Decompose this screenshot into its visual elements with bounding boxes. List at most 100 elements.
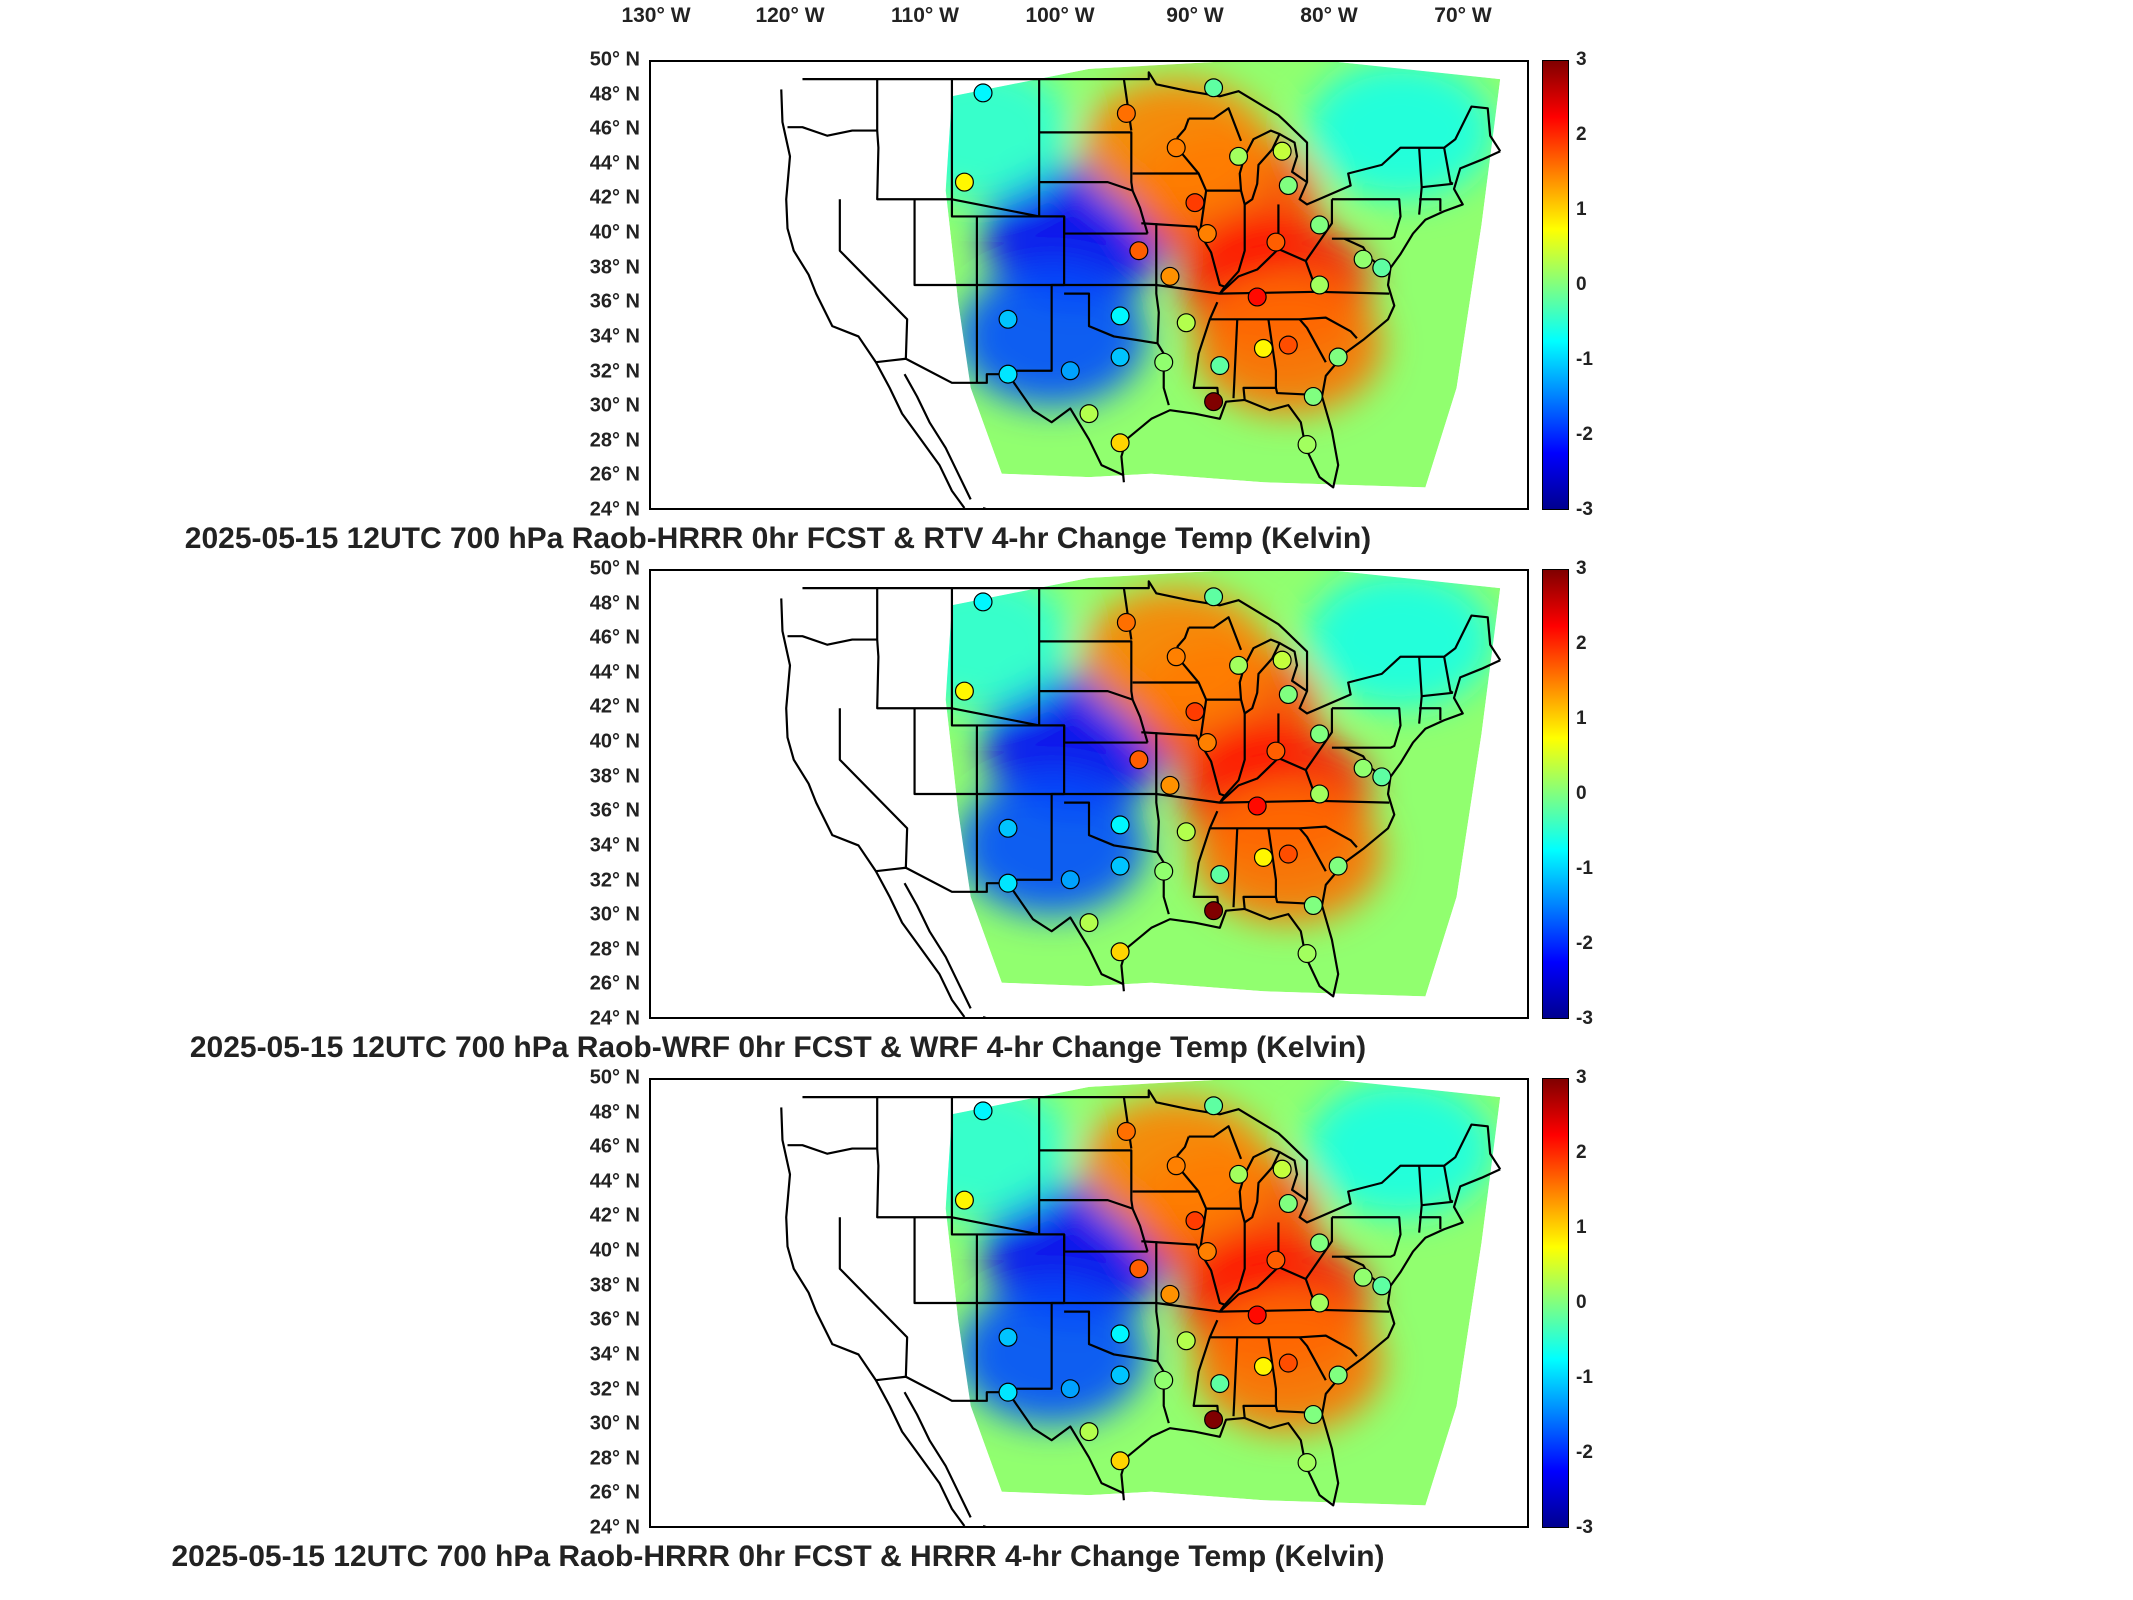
- lat-label: 36° N: [589, 1308, 640, 1331]
- boundaries: [780, 71, 1502, 508]
- raob-station-marker: [1210, 865, 1230, 885]
- raob-station-marker: [1353, 1267, 1373, 1287]
- raob-station-marker: [1204, 1410, 1224, 1430]
- raob-station-marker: [998, 818, 1018, 838]
- boundary-line: [1419, 1216, 1442, 1230]
- lat-label: 50° N: [589, 1066, 640, 1089]
- boundary-line: [1064, 801, 1170, 915]
- boundary-line: [1218, 1220, 1246, 1313]
- raob-station-marker: [1060, 361, 1080, 381]
- raob-station-marker: [1210, 356, 1230, 376]
- raob-station-marker: [1353, 758, 1373, 778]
- raob-station-marker: [1110, 1365, 1130, 1385]
- raob-station-marker: [1197, 224, 1217, 244]
- boundary-line: [1064, 292, 1170, 406]
- colorbar-tick-label: -1: [1576, 858, 1593, 879]
- lat-label: 28° N: [589, 938, 640, 961]
- boundary-line: [1421, 1200, 1453, 1207]
- temperature-change-field: [945, 1080, 1501, 1506]
- raob-station-marker: [1266, 232, 1286, 252]
- raob-station-marker: [1297, 435, 1317, 455]
- raob-station-marker: [1247, 287, 1267, 307]
- lat-label: 30° N: [589, 1412, 640, 1435]
- raob-stations: [954, 78, 1392, 455]
- raob-station-marker: [1185, 702, 1205, 722]
- raob-station-marker: [998, 309, 1018, 329]
- lat-label: 50° N: [589, 48, 640, 71]
- raob-station-marker: [1353, 249, 1373, 269]
- lat-label: 46° N: [589, 1135, 640, 1158]
- boundary-line: [1209, 1334, 1358, 1357]
- raob-station-marker: [1110, 1324, 1130, 1344]
- boundary-line: [1218, 711, 1246, 804]
- boundary-line: [983, 1524, 987, 1526]
- raob-station-marker: [998, 1382, 1018, 1402]
- boundary-line: [1232, 828, 1239, 908]
- field-canada-cool: [1306, 62, 1495, 200]
- boundary-line: [1238, 1147, 1281, 1224]
- lat-label: 50° N: [589, 557, 640, 580]
- colorbar: [1542, 569, 1569, 1019]
- longitude-axis: 130° W 120° W 110° W 100° W 90° W 80° W …: [0, 4, 2133, 44]
- boundary-line: [983, 1015, 987, 1017]
- raob-station-marker: [1185, 193, 1205, 213]
- field-montana-mild: [945, 571, 1072, 709]
- colorbar-tick-label: 2: [1576, 1142, 1587, 1163]
- raob-station-marker: [1154, 1370, 1174, 1390]
- boundary-line: [875, 357, 1125, 477]
- lat-label: 34° N: [589, 1343, 640, 1366]
- colorbar: [1542, 1078, 1569, 1528]
- raob-station-marker: [1154, 352, 1174, 372]
- lat-label: 44° N: [589, 152, 640, 175]
- raob-station-marker: [1060, 870, 1080, 890]
- colorbar-tick-label: -1: [1576, 349, 1593, 370]
- boundary-line: [950, 1097, 1040, 1236]
- colorbar-tick-label: 3: [1576, 1067, 1587, 1088]
- map-frame: [649, 1078, 1529, 1528]
- raob-station-marker: [1079, 913, 1099, 933]
- raob-station-marker: [1079, 404, 1099, 424]
- colorbar-tick-label: 0: [1576, 1292, 1587, 1313]
- raob-station-marker: [1328, 347, 1348, 367]
- raob-station-marker: [1297, 944, 1317, 964]
- raob-station-marker: [1176, 822, 1196, 842]
- boundary-line: [1120, 659, 1501, 998]
- boundary-line: [1188, 107, 1243, 142]
- lon-label-80w: 80° W: [1300, 4, 1358, 27]
- lat-label: 26° N: [589, 972, 640, 995]
- lat-label: 38° N: [589, 256, 640, 279]
- boundary-line: [1155, 1241, 1160, 1362]
- lat-label: 32° N: [589, 360, 640, 383]
- raob-station-marker: [1154, 861, 1174, 881]
- boundary-line: [1039, 181, 1149, 234]
- raob-station-marker: [954, 1190, 974, 1210]
- boundary-line: [1232, 319, 1239, 399]
- field-montana-mild: [945, 1080, 1072, 1218]
- boundary-line: [1331, 707, 1402, 749]
- field-canada-cool: [1306, 1080, 1495, 1218]
- colorbar-tick-label: 2: [1576, 633, 1587, 654]
- boundary-line: [1277, 708, 1334, 772]
- boundary-line: [983, 506, 987, 508]
- boundary-line: [1238, 638, 1281, 715]
- raob-station-marker: [1129, 241, 1149, 261]
- boundary-line: [780, 89, 966, 508]
- boundary-line: [903, 1391, 972, 1518]
- raob-station-marker: [1328, 1365, 1348, 1385]
- boundary-line: [1279, 133, 1308, 184]
- boundary-line: [1419, 198, 1442, 212]
- raob-station-marker: [1110, 347, 1130, 367]
- boundary-line: [1120, 150, 1501, 489]
- colorbar-tick-label: 0: [1576, 783, 1587, 804]
- field-canada-cool: [1306, 571, 1495, 709]
- raob-station-marker: [1110, 1451, 1130, 1471]
- boundary-line: [1331, 1216, 1402, 1258]
- boundary-line: [913, 199, 1390, 295]
- boundary-line: [780, 598, 966, 1017]
- raob-station-marker: [1266, 741, 1286, 761]
- raob-station-marker: [1110, 433, 1130, 453]
- boundary-line: [787, 635, 878, 646]
- lat-label: 46° N: [589, 117, 640, 140]
- boundary-line: [1219, 248, 1280, 295]
- boundary-line: [1039, 1199, 1149, 1252]
